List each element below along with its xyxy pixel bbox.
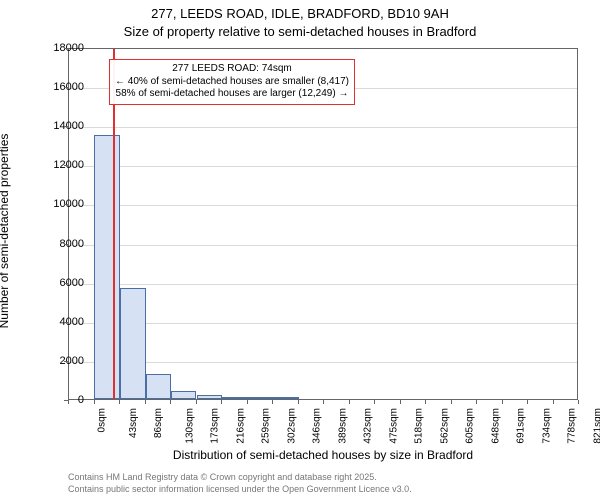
y-tick-label: 4000 (34, 316, 84, 328)
annotation-box: 277 LEEDS ROAD: 74sqm← 40% of semi-detac… (109, 59, 355, 105)
x-tick-mark (425, 400, 426, 404)
y-tick-label: 8000 (34, 238, 84, 250)
y-axis-label: Number of semi-detached properties (0, 81, 11, 381)
y-tick-label: 16000 (34, 81, 84, 93)
histogram-bar (171, 391, 196, 399)
x-tick-label: 778sqm (567, 408, 578, 444)
x-tick-label: 43sqm (128, 408, 139, 438)
x-tick-label: 432sqm (363, 408, 374, 444)
x-tick-label: 648sqm (490, 408, 501, 444)
y-tick-mark (64, 87, 68, 88)
x-tick-mark (247, 400, 248, 404)
x-tick-label: 562sqm (439, 408, 450, 444)
histogram-bar (120, 288, 146, 399)
footer-line2: Contains public sector information licen… (68, 484, 412, 494)
x-tick-mark (221, 400, 222, 404)
x-tick-mark (553, 400, 554, 404)
x-tick-label: 259sqm (261, 408, 272, 444)
y-tick-label: 10000 (34, 198, 84, 210)
x-tick-label: 302sqm (286, 408, 297, 444)
x-tick-label: 821sqm (592, 408, 600, 444)
gridline (69, 205, 577, 206)
x-tick-label: 691sqm (516, 408, 527, 444)
x-tick-label: 475sqm (388, 408, 399, 444)
x-tick-mark (145, 400, 146, 404)
histogram-bar (273, 397, 298, 399)
y-tick-mark (64, 126, 68, 127)
histogram-bar (222, 397, 247, 399)
histogram-bar (94, 135, 119, 399)
x-tick-label: 0sqm (96, 408, 107, 432)
y-tick-mark (64, 48, 68, 49)
y-tick-label: 14000 (34, 120, 84, 132)
x-tick-mark (502, 400, 503, 404)
x-tick-mark (451, 400, 452, 404)
x-tick-label: 216sqm (235, 408, 246, 444)
x-tick-mark (400, 400, 401, 404)
x-tick-label: 389sqm (337, 408, 348, 444)
x-tick-mark (68, 400, 69, 404)
x-tick-mark (298, 400, 299, 404)
y-tick-mark (64, 244, 68, 245)
x-tick-label: 518sqm (414, 408, 425, 444)
x-tick-mark (94, 400, 95, 404)
x-tick-mark (272, 400, 273, 404)
gridline (69, 166, 577, 167)
x-tick-mark (196, 400, 197, 404)
y-tick-label: 0 (34, 394, 84, 406)
histogram-bar (247, 397, 273, 399)
x-tick-mark (374, 400, 375, 404)
x-tick-mark (349, 400, 350, 404)
plot-area: 277 LEEDS ROAD: 74sqm← 40% of semi-detac… (68, 48, 578, 400)
x-axis-label: Distribution of semi-detached houses by … (68, 448, 578, 462)
annotation-line2: ← 40% of semi-detached houses are smalle… (115, 76, 349, 89)
x-tick-mark (119, 400, 120, 404)
chart-container: 277, LEEDS ROAD, IDLE, BRADFORD, BD10 9A… (0, 0, 600, 500)
x-tick-label: 130sqm (184, 408, 195, 444)
y-tick-mark (64, 361, 68, 362)
x-tick-mark (170, 400, 171, 404)
gridline (69, 127, 577, 128)
x-tick-mark (476, 400, 477, 404)
chart-title-line1: 277, LEEDS ROAD, IDLE, BRADFORD, BD10 9A… (0, 6, 600, 21)
x-tick-label: 173sqm (210, 408, 221, 444)
annotation-line1: 277 LEEDS ROAD: 74sqm (115, 63, 349, 76)
x-tick-label: 86sqm (153, 408, 164, 438)
gridline (69, 284, 577, 285)
gridline (69, 245, 577, 246)
x-tick-mark (578, 400, 579, 404)
y-tick-mark (64, 322, 68, 323)
y-tick-label: 2000 (34, 355, 84, 367)
x-tick-label: 605sqm (465, 408, 476, 444)
annotation-line3: 58% of semi-detached houses are larger (… (115, 88, 349, 101)
chart-title-line2: Size of property relative to semi-detach… (0, 24, 600, 39)
y-tick-mark (64, 283, 68, 284)
histogram-bar (146, 374, 171, 399)
y-tick-label: 6000 (34, 277, 84, 289)
x-tick-mark (527, 400, 528, 404)
y-tick-label: 18000 (34, 42, 84, 54)
x-tick-mark (323, 400, 324, 404)
x-tick-label: 346sqm (312, 408, 323, 444)
y-tick-mark (64, 165, 68, 166)
y-tick-label: 12000 (34, 159, 84, 171)
footer-line1: Contains HM Land Registry data © Crown c… (68, 472, 377, 482)
histogram-bar (197, 395, 222, 399)
x-tick-label: 734sqm (541, 408, 552, 444)
y-tick-mark (64, 204, 68, 205)
